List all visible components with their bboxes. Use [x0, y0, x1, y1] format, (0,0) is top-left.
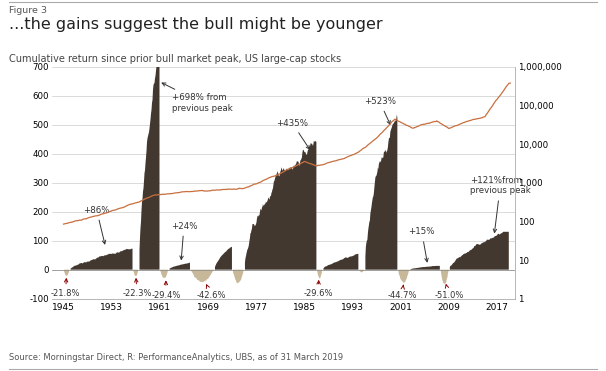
Text: +86%: +86% [84, 206, 110, 244]
Text: -21.8%: -21.8% [51, 279, 80, 298]
Text: Cumulative return since prior bull market peak, US large-cap stocks: Cumulative return since prior bull marke… [9, 54, 341, 64]
Text: Figure 3: Figure 3 [9, 6, 47, 14]
Text: +121%from
previous peak: +121%from previous peak [470, 176, 531, 233]
Text: -29.6%: -29.6% [304, 281, 333, 298]
Text: -42.6%: -42.6% [196, 285, 226, 300]
Text: +15%: +15% [408, 227, 435, 262]
Text: -44.7%: -44.7% [387, 285, 417, 300]
Text: +523%: +523% [364, 97, 396, 124]
Text: -22.3%: -22.3% [122, 279, 152, 298]
Text: -51.0%: -51.0% [434, 285, 464, 300]
Text: ...the gains suggest the bull might be younger: ...the gains suggest the bull might be y… [9, 17, 383, 32]
Text: Source: Morningstar Direct, R: PerformanceAnalytics, UBS, as of 31 March 2019: Source: Morningstar Direct, R: Performan… [9, 353, 343, 362]
Text: +24%: +24% [171, 221, 197, 259]
Text: -29.4%: -29.4% [152, 281, 181, 300]
Text: +435%: +435% [276, 119, 310, 149]
Text: +698% from
previous peak: +698% from previous peak [162, 83, 233, 113]
